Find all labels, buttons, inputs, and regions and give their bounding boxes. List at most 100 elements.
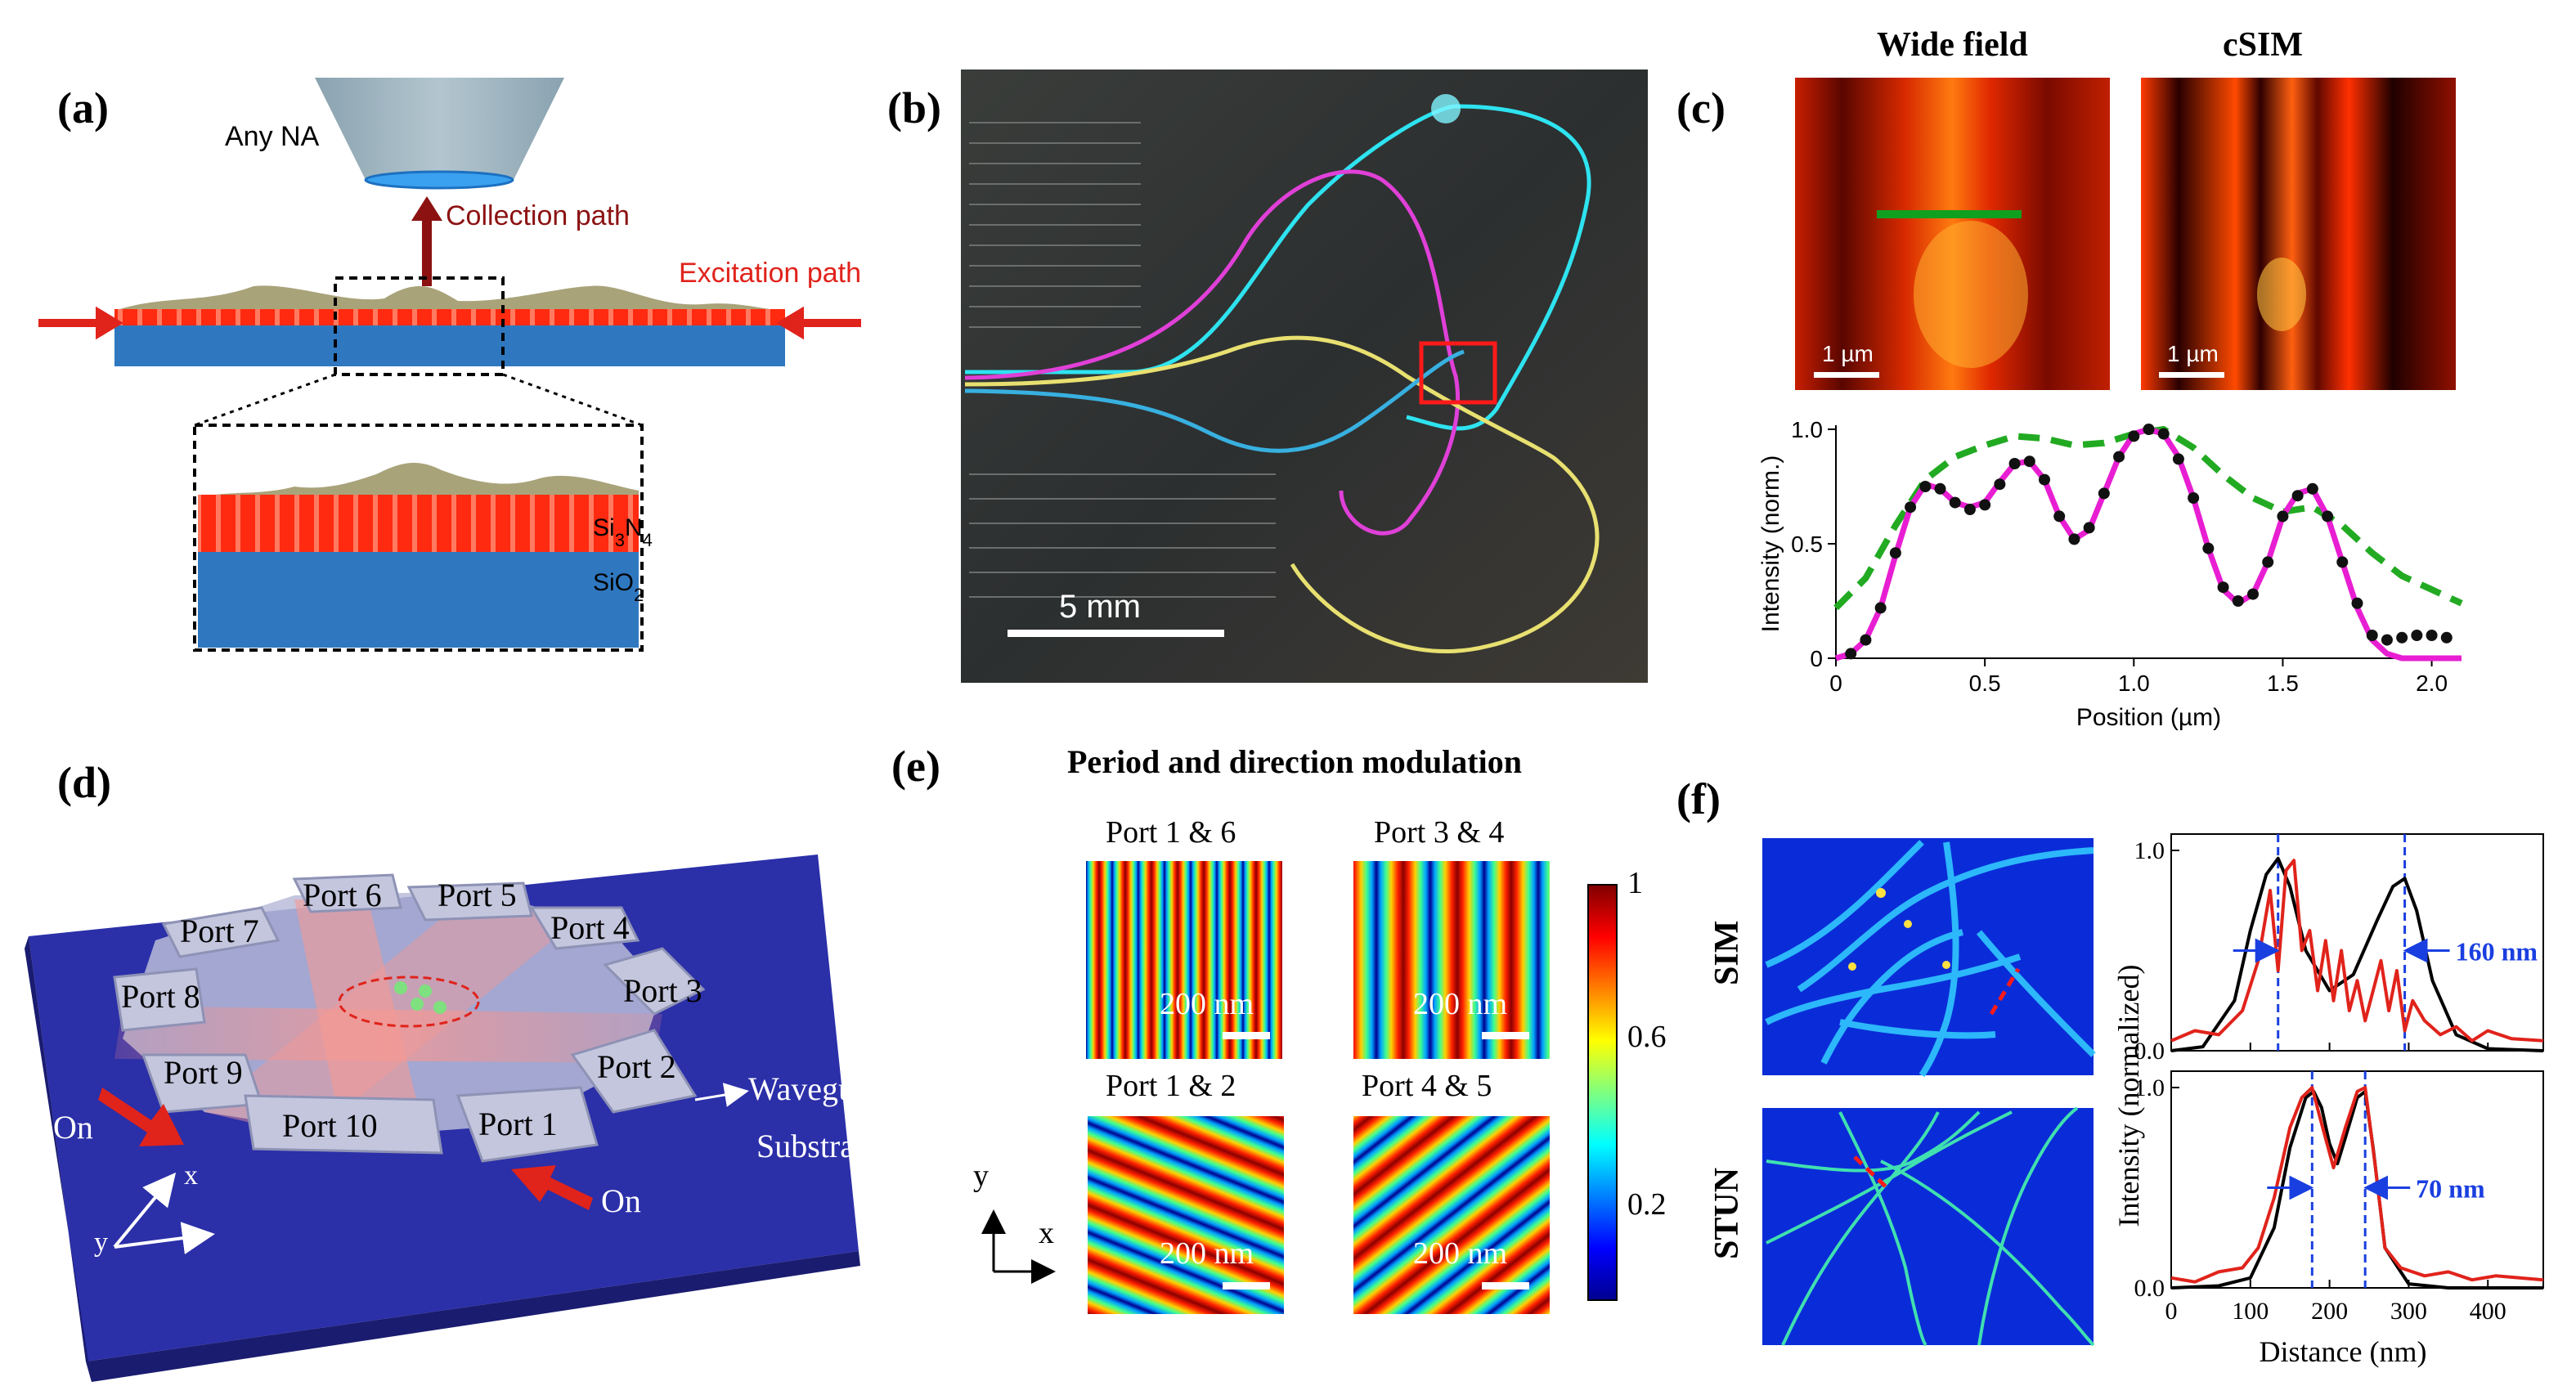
wf-scale-bar <box>1814 372 1879 378</box>
row-label-stun: STUN <box>1708 1168 1746 1259</box>
colorbar-tick-0-6: 0.6 <box>1627 1020 1667 1054</box>
waveguide-magenta <box>964 169 1460 536</box>
data-point <box>2008 458 2021 469</box>
data-point <box>2157 428 2170 440</box>
scale-label-b: 5 mm <box>1059 589 1141 625</box>
pattern-label-1-6: Port 1 & 6 <box>1106 815 1236 850</box>
data-point <box>2128 430 2140 442</box>
colorbar <box>1587 884 1618 1301</box>
data-point <box>1889 547 1901 559</box>
data-point <box>1979 499 1991 511</box>
waveguide-substrate <box>114 325 785 366</box>
series-wide-field <box>1833 426 2463 611</box>
on-label-right: On <box>601 1182 641 1219</box>
pattern-label-3-4: Port 3 & 4 <box>1374 815 1504 850</box>
scale-label-1-6: 200 nm <box>1160 987 1254 1021</box>
data-point <box>2277 510 2289 523</box>
data-point <box>2366 630 2378 641</box>
zoom-line-right <box>502 373 643 427</box>
series-black <box>2170 1089 2543 1290</box>
objective-aperture <box>364 170 514 190</box>
bead-4 <box>433 1001 447 1014</box>
panel-f-label: (f) <box>1676 774 1721 823</box>
port-2-label: Port 2 <box>597 1048 676 1085</box>
inset-substrate <box>198 552 639 648</box>
profile-chart-sim: 0.0 1.0 160 nm <box>2134 833 2544 1065</box>
sim-hotspots <box>1848 888 1950 971</box>
data-point <box>1963 504 1976 515</box>
data-point <box>2172 453 2184 465</box>
colorbar-tick-1: 1 <box>1627 866 1643 900</box>
csim-bright-spot <box>2257 258 2306 331</box>
objective-na-label: Any NA <box>225 121 320 152</box>
profile-chart-stun: 0 100 200 300 400 0.0 1.0 70 nm <box>2134 1070 2544 1325</box>
csim-scale-label: 1 µm <box>2167 341 2219 366</box>
on-label-left: On <box>53 1109 93 1146</box>
scale-label-4-5: 200 nm <box>1413 1236 1507 1271</box>
data-point <box>2232 595 2244 607</box>
data-point <box>1845 648 1857 660</box>
y-tick-label: 1.0 <box>2134 837 2165 864</box>
excitation-path-label: Excitation path <box>679 258 861 289</box>
y-tick-label: 0.5 <box>1791 532 1823 557</box>
bead-3 <box>411 998 424 1011</box>
zoom-line-left <box>194 373 336 427</box>
x-tick-label: 200 <box>2311 1298 2348 1325</box>
panel-c: (c) Wide field cSIM 1 µm 1 µm 0 0.5 1.0 1.5… <box>1676 26 2463 731</box>
x-tick-label: 400 <box>2470 1298 2506 1325</box>
excitation-arrow-right <box>776 306 861 340</box>
on-arrow-left <box>98 1088 184 1146</box>
scale-bar-1-6 <box>1223 1032 1270 1039</box>
data-point <box>2440 631 2453 644</box>
data-point <box>2098 487 2110 500</box>
on-arrow-right <box>511 1165 593 1210</box>
data-point <box>2336 556 2349 568</box>
pattern-3-4 <box>1353 861 1550 1059</box>
scale-label-3-4: 200 nm <box>1413 987 1507 1021</box>
pattern-label-4-5: Port 4 & 5 <box>1362 1069 1492 1103</box>
data-point <box>2351 597 2363 609</box>
excitation-arrow-left <box>38 306 123 340</box>
scale-bar-b <box>1008 630 1224 637</box>
plot-frame <box>2170 833 2544 1052</box>
axis-y-label-d: y <box>94 1227 108 1258</box>
port-8-label: Port 8 <box>121 978 200 1015</box>
waveguide-yellow <box>964 335 1600 653</box>
port-10-label: Port 10 <box>282 1107 378 1144</box>
x-tick-label: 2.0 <box>2416 671 2448 696</box>
substrate-side <box>25 936 92 1382</box>
x-tick-label: 0.5 <box>1969 671 2001 696</box>
objective-lens <box>315 78 564 180</box>
port-9-label: Port 9 <box>164 1054 243 1091</box>
x-tick-label: 0 <box>1829 671 1842 696</box>
panel-e-label: (e) <box>891 742 940 791</box>
port-7-label: Port 7 <box>180 913 259 949</box>
panel-f-xlabel: Distance (nm) <box>2260 1335 2427 1368</box>
series-csim-fit <box>1834 426 2462 662</box>
inset-core <box>198 495 639 552</box>
panel-e: (e) Period and direction modulation Port… <box>891 742 1667 1314</box>
y-tick-label: 1.0 <box>2134 1074 2165 1101</box>
collection-arrow-head <box>411 196 442 221</box>
y-tick-label: 0 <box>1810 646 1823 671</box>
data-point <box>2247 588 2259 600</box>
crossing-highlight-box <box>1419 341 1497 405</box>
port-tabs <box>113 873 706 1163</box>
data-point <box>2262 556 2274 568</box>
sim-filaments <box>1765 840 2096 1078</box>
data-point <box>2053 510 2066 523</box>
data-point <box>2039 473 2050 486</box>
bead-1 <box>394 981 407 994</box>
axis-y-label-e: y <box>973 1159 989 1193</box>
width-annotation: 70 nm <box>2416 1174 2485 1204</box>
waveguide-blue <box>964 349 1465 453</box>
data-point <box>2411 630 2423 641</box>
substrate-label: Substrate <box>756 1128 878 1164</box>
stun-filaments <box>1766 1106 2095 1347</box>
axis-x-label-d: x <box>184 1160 198 1191</box>
waveguide-pointer <box>694 1083 749 1107</box>
port-4-label: Port 4 <box>550 909 630 946</box>
panel-e-title: Period and direction modulation <box>1067 743 1522 780</box>
sim-image <box>1762 838 2094 1075</box>
